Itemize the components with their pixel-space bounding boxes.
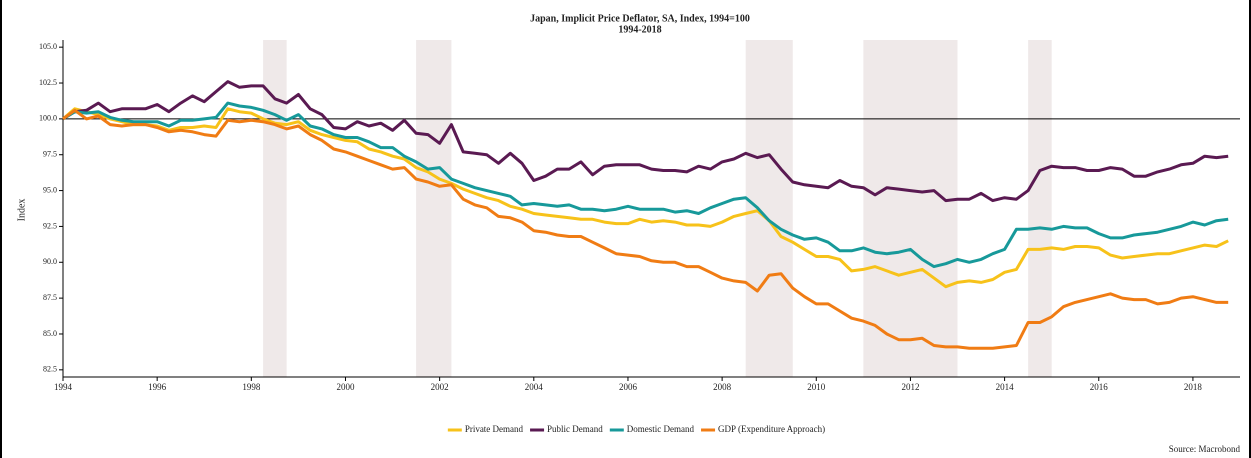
x-tick-label: 2014	[996, 382, 1015, 392]
x-tick-label: 2008	[713, 382, 732, 392]
y-tick-label: 92.5	[43, 221, 57, 230]
legend-label: Domestic Demand	[627, 424, 695, 434]
series-line	[62, 108, 1229, 350]
legend-label: Private Demand	[465, 424, 524, 434]
y-tick-label: 85.0	[43, 329, 57, 338]
y-tick-label: 97.5	[43, 150, 57, 159]
x-tick-label: 2004	[525, 382, 544, 392]
legend-label: Public Demand	[547, 424, 603, 434]
x-tick-label: 2006	[619, 382, 638, 392]
y-tick-label: 82.5	[43, 365, 57, 374]
x-tick-label: 1994	[54, 382, 73, 392]
shaded-period	[1028, 40, 1052, 377]
series-line	[62, 101, 1229, 269]
x-tick-label: 1996	[148, 382, 167, 392]
y-tick-label: 100.0	[39, 114, 57, 123]
x-tick-label: 1998	[242, 382, 261, 392]
series-line	[62, 80, 1229, 203]
y-tick-label: 90.0	[43, 257, 57, 266]
x-tick-label: 2010	[807, 382, 826, 392]
x-tick-label: 2016	[1090, 382, 1109, 392]
y-tick-label: 87.5	[43, 293, 57, 302]
y-tick-label: 102.5	[39, 78, 57, 87]
legend-label: GDP (Expenditure Approach)	[718, 424, 825, 434]
x-tick-label: 2012	[901, 382, 919, 392]
y-tick-label: 95.0	[43, 185, 57, 194]
shaded-period	[416, 40, 452, 377]
source: Source: Macrobond	[1169, 444, 1241, 454]
y-tick-label: 105.0	[39, 42, 57, 51]
x-tick-label: 2000	[336, 382, 355, 392]
series-line	[62, 107, 1229, 289]
y-axis-label: Index	[16, 199, 27, 222]
shaded-period	[745, 40, 793, 377]
chart-title: Japan, Implicit Price Deflator, SA, Inde…	[530, 13, 750, 24]
chart-subtitle: 1994-2018	[618, 24, 661, 35]
shaded-period	[863, 40, 958, 377]
x-tick-label: 2002	[431, 382, 449, 392]
x-tick-label: 2018	[1184, 382, 1203, 392]
